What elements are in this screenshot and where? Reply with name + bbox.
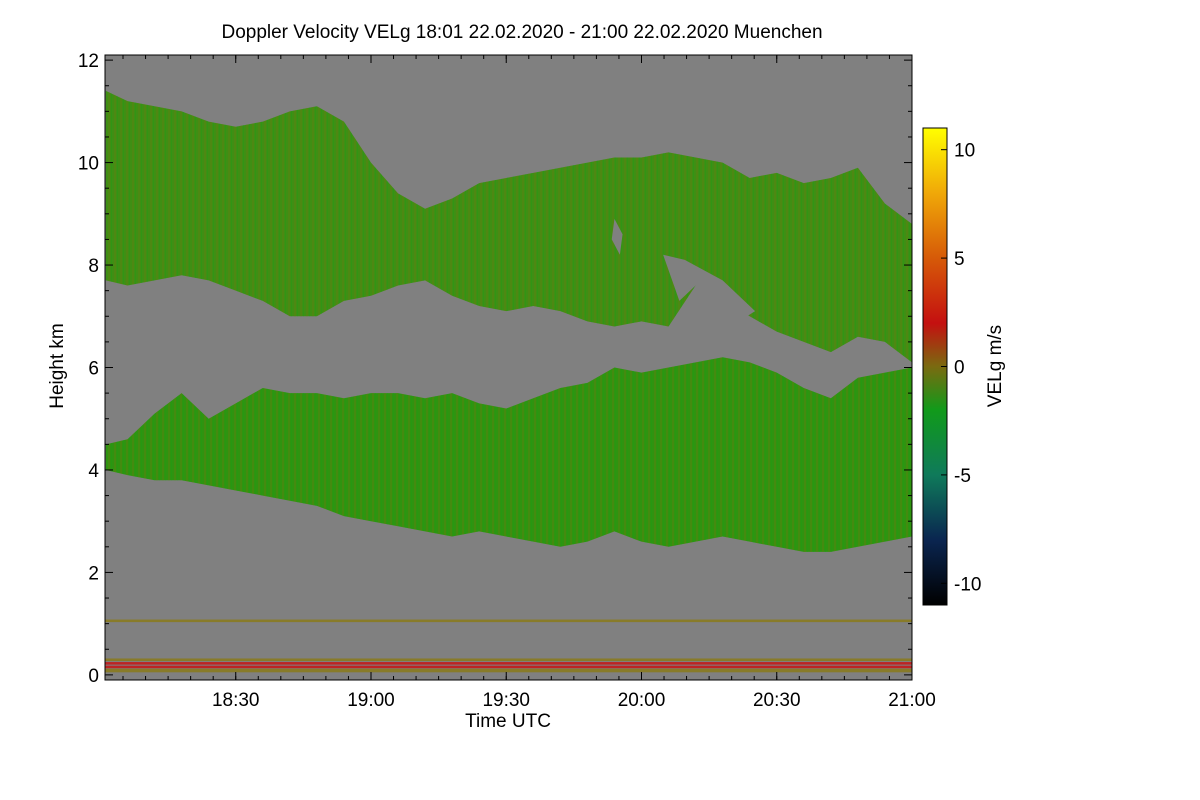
near-ground-echo-band bbox=[105, 658, 912, 662]
near-ground-echo-band bbox=[105, 619, 912, 623]
y-tick-label: 12 bbox=[78, 51, 99, 72]
x-tick-label: 21:00 bbox=[888, 690, 936, 711]
colorbar-tick-label: 0 bbox=[954, 358, 965, 379]
x-tick-label: 20:30 bbox=[753, 690, 801, 711]
colorbar-tick-label: 5 bbox=[954, 249, 965, 270]
x-tick-label: 19:30 bbox=[482, 690, 530, 711]
x-axis-label: Time UTC bbox=[465, 711, 551, 732]
near-ground-echo-band bbox=[105, 662, 912, 665]
x-tick-label: 18:30 bbox=[212, 690, 260, 711]
y-tick-label: 4 bbox=[88, 461, 99, 482]
clear-gap bbox=[611, 218, 623, 255]
near-ground-echo-band bbox=[105, 668, 912, 673]
chart-title: Doppler Velocity VELg 18:01 22.02.2020 -… bbox=[221, 22, 822, 43]
x-axis: 18:30 19:00 19:30 20:00 20:30 21:00 bbox=[122, 55, 936, 711]
upper-cloud-texture bbox=[105, 90, 912, 363]
y-axis-label: Height km bbox=[47, 323, 68, 409]
near-ground-echo-band bbox=[105, 665, 912, 669]
plot-area bbox=[104, 54, 913, 681]
x-tick-label: 20:00 bbox=[618, 690, 666, 711]
colorbar-label: VELg m/s bbox=[985, 325, 1006, 407]
colorbar: 10 5 0 -5 -10 VELg m/s bbox=[922, 127, 1006, 606]
colorbar-tick-label: -5 bbox=[954, 466, 971, 487]
y-axis: 0 2 4 6 8 10 12 bbox=[78, 51, 912, 687]
y-tick-label: 8 bbox=[88, 256, 99, 277]
y-tick-label: 2 bbox=[88, 563, 99, 584]
lower-cloud-texture bbox=[105, 357, 912, 552]
x-tick-label: 19:00 bbox=[347, 690, 395, 711]
y-tick-label: 10 bbox=[78, 154, 99, 175]
colorbar-tick-label: -10 bbox=[954, 574, 981, 595]
y-tick-label: 6 bbox=[88, 359, 99, 380]
clear-gap bbox=[663, 254, 756, 322]
colorbar-tick-label: 10 bbox=[954, 141, 975, 162]
y-tick-label: 0 bbox=[88, 666, 99, 687]
